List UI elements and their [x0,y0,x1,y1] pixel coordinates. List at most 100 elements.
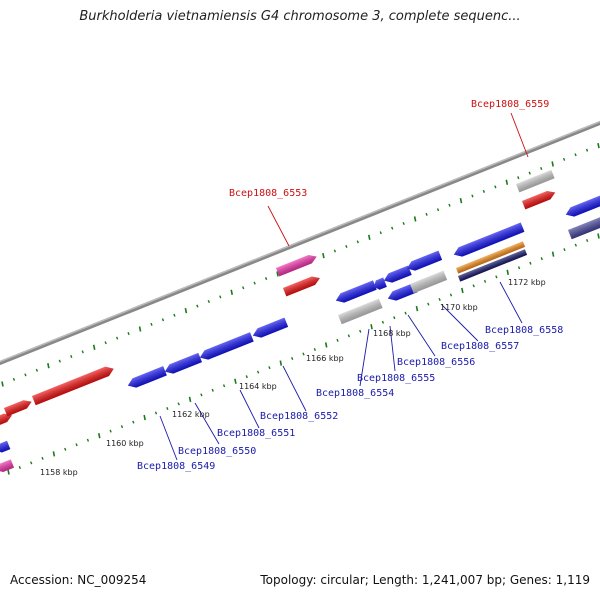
major-tick [551,251,555,257]
major-tick [413,216,417,222]
major-tick [7,469,10,475]
minor-tick [242,286,245,290]
minor-tick [70,354,73,359]
minor-tick [529,261,532,265]
position-label-1172: 1172 kbp [508,278,546,287]
minor-tick [494,185,497,189]
gene-pink-left-edge[interactable] [0,459,15,474]
minor-tick [222,384,226,388]
chromosome-backbone [0,51,600,390]
gene-label-bcep1808-6553[interactable]: Bcep1808_6553 [229,188,307,199]
minor-tick [161,318,165,322]
major-tick [234,378,237,384]
minor-tick [574,243,577,247]
gene-bcep1808-6559-gray[interactable] [516,169,555,193]
gene-bcep1808-6553-pink[interactable] [276,252,318,277]
minor-tick [291,357,294,361]
leader-line [441,304,479,342]
minor-tick [333,249,337,253]
gene-label-bcep1808-6550[interactable]: Bcep1808_6550 [178,446,256,457]
gene-small-blue[interactable] [372,277,387,292]
gene-bcep1808-6557-blue-long[interactable] [452,222,525,260]
gene-bcep1808-6556[interactable] [386,282,418,303]
gene-bcep1808-6552[interactable] [251,317,289,341]
gene-bcep1808-6550[interactable] [163,352,202,376]
gene-bcep1808-6559-red[interactable] [522,188,557,210]
minor-tick [438,298,441,302]
minor-tick [381,320,385,324]
minor-tick [517,266,521,270]
minor-tick [264,277,268,281]
leader-line [159,415,178,461]
gene-slate-right-edge[interactable] [568,216,600,240]
gene-bcep1808-6549[interactable] [126,366,167,390]
gene-label-bcep1808-6556[interactable]: Bcep1808_6556 [397,357,475,368]
gene-label-bcep1808-6559[interactable]: Bcep1808_6559 [471,99,549,110]
gene-bcep1808-6555[interactable] [382,265,412,286]
major-tick [324,342,328,348]
gene-label-bcep1808-6557[interactable]: Bcep1808_6557 [441,341,519,352]
major-tick [370,324,373,330]
gene-bcep1808-6554-gray[interactable] [338,298,383,325]
gene-bcep1808-6556-gray[interactable] [410,270,448,294]
gene-bcep1808-6551[interactable] [198,332,254,362]
major-tick [276,271,279,277]
minor-tick [200,393,203,397]
leader-line [510,112,529,158]
leader-line [359,328,370,387]
minor-tick [81,350,84,354]
gene-red-left-1[interactable] [0,411,14,429]
minor-tick [302,352,305,356]
minor-tick [58,359,61,363]
major-tick [52,451,56,457]
major-tick [551,161,554,167]
gene-label-bcep1808-6558[interactable]: Bcep1808_6558 [485,325,563,336]
gene-label-bcep1808-6555[interactable]: Bcep1808_6555 [357,373,435,384]
reverse-scale-ticks [7,233,600,475]
minor-tick [219,295,222,299]
major-tick [1,381,4,387]
minor-tick [313,347,316,351]
major-tick [459,197,463,204]
major-tick [597,142,600,149]
gene-bcep1808-6554[interactable] [334,280,377,305]
minor-tick [18,465,21,469]
leader-line [194,402,220,445]
leader-line [407,314,436,357]
minor-tick [562,157,566,161]
major-tick [597,233,600,239]
leader-line [282,365,307,412]
minor-tick [391,226,394,230]
gene-label-bcep1808-6554[interactable]: Bcep1808_6554 [316,388,394,399]
major-tick [367,234,371,240]
gene-blue-right-edge[interactable] [564,195,600,219]
gene-blue-left-edge[interactable] [0,440,11,455]
gene-red-left-3[interactable] [32,364,116,406]
minor-tick [115,336,119,340]
gene-bcep1808-6557[interactable] [405,250,443,274]
gene-label-bcep1808-6549[interactable]: Bcep1808_6549 [137,461,215,472]
position-label-1170: 1170 kbp [440,303,478,312]
gene-bcep1808-6558-orange[interactable] [456,241,526,274]
minor-tick [449,293,453,297]
gene-features[interactable] [0,169,600,474]
major-tick [184,307,188,314]
forward-scale-ticks [1,142,600,387]
major-tick [92,344,96,350]
minor-tick [35,368,39,372]
gene-label-bcep1808-6551[interactable]: Bcep1808_6551 [217,428,295,439]
major-tick [143,414,146,421]
minor-tick [482,189,486,193]
major-tick [47,363,50,369]
minor-tick [24,373,27,377]
gene-label-bcep1808-6552[interactable]: Bcep1808_6552 [260,411,338,422]
minor-tick [166,406,169,410]
gene-red-left-2[interactable] [4,398,33,417]
gene-bcep1808-6558-navy[interactable] [458,249,528,282]
minor-tick [253,281,256,285]
minor-tick [86,438,90,442]
minor-tick [404,311,407,315]
leader-line [499,281,523,324]
gene-bcep1808-6553-red[interactable] [283,274,322,297]
